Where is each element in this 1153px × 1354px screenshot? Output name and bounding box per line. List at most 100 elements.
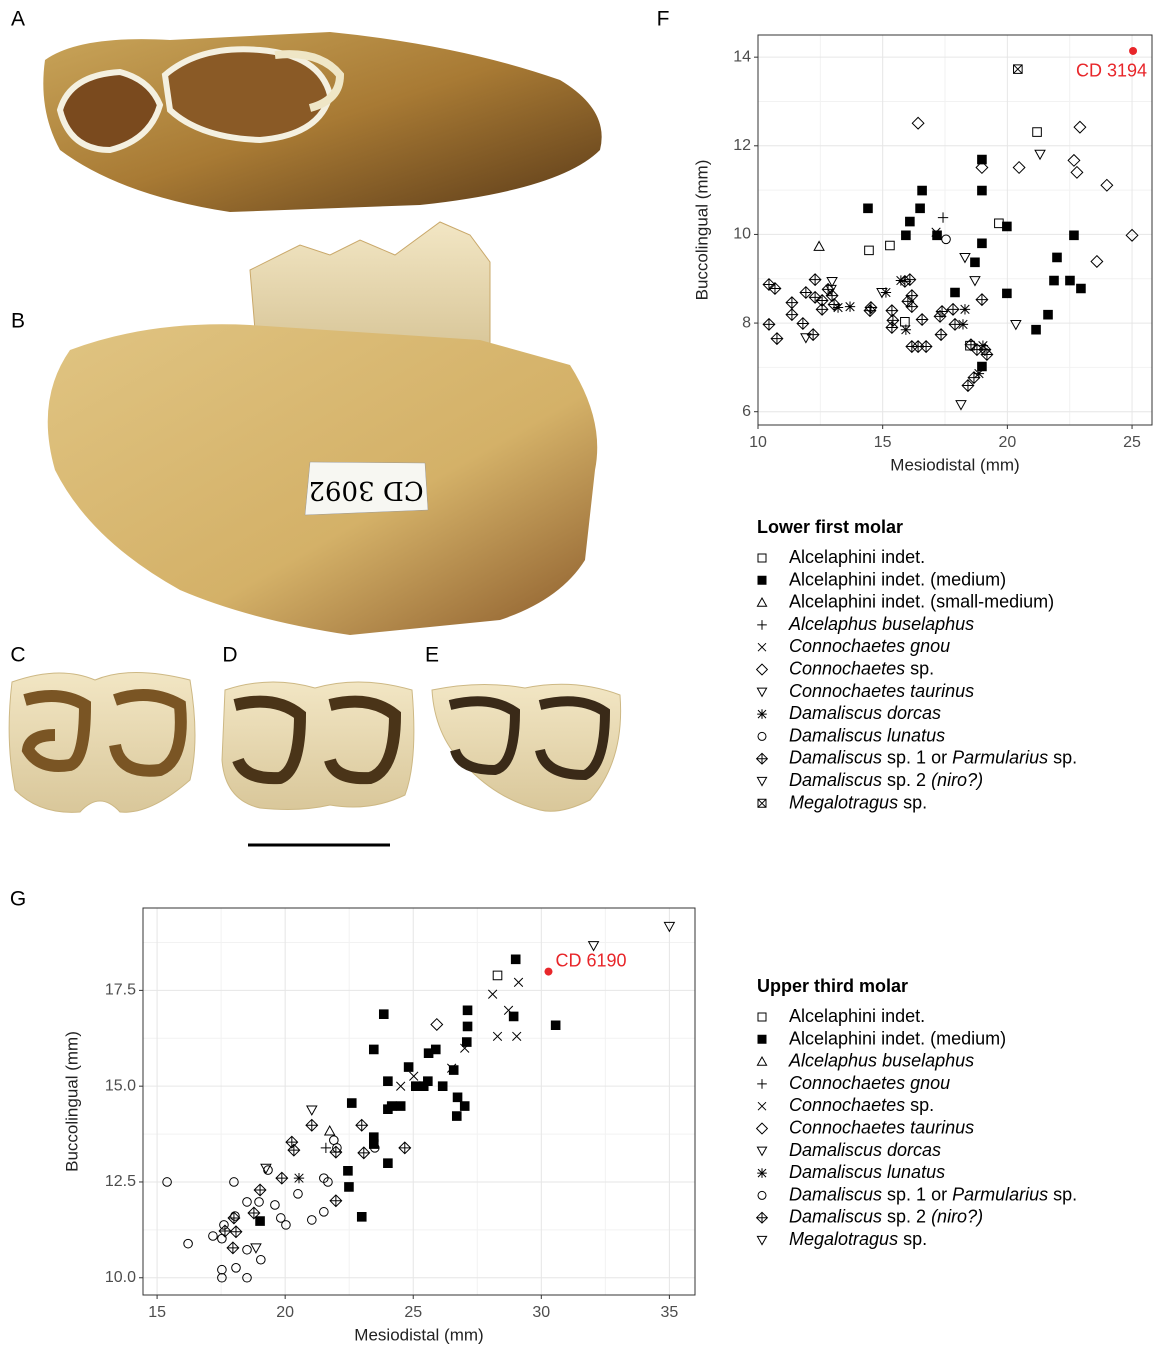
legend-word: Connochaetes <box>789 1117 905 1137</box>
data-point <box>950 287 960 298</box>
data-point <box>307 1215 317 1225</box>
legend-word: buselaphus <box>877 614 974 634</box>
data-point <box>357 1146 371 1160</box>
data-point <box>961 379 975 393</box>
data-point <box>508 1011 519 1022</box>
data-point <box>513 977 524 987</box>
legend-word: gnou <box>905 1073 950 1093</box>
photo-e <box>431 683 622 812</box>
legend-word: Connochaetes <box>789 1095 905 1115</box>
data-point <box>329 1194 343 1208</box>
x-tick-label: 20 <box>276 1304 294 1321</box>
data-point <box>1049 275 1059 286</box>
data-point <box>396 1081 406 1091</box>
data-point <box>218 1224 232 1238</box>
legend-symbol <box>757 709 767 719</box>
plot-frame <box>757 34 1153 426</box>
legend-label: Connochaetes gnou <box>789 1073 950 1093</box>
legend-word: taurinus <box>905 1117 974 1137</box>
data-point <box>512 1031 522 1042</box>
legend-symbol <box>755 752 769 765</box>
data-point <box>487 989 498 999</box>
data-point <box>832 302 844 313</box>
legend-label: Alcelaphini indet. (medium) <box>789 1028 1006 1048</box>
data-point <box>901 230 911 241</box>
data-point <box>806 328 820 342</box>
legend-symbol <box>757 1012 767 1022</box>
data-point <box>319 1207 329 1217</box>
y-axis-title: Buccolingual (mm) <box>692 160 711 301</box>
data-point <box>900 324 912 335</box>
data-point <box>1032 127 1042 137</box>
data-point <box>451 1111 462 1121</box>
data-point <box>933 309 947 323</box>
data-point <box>323 1177 333 1187</box>
data-point <box>931 227 941 237</box>
legend-word: Alcelaphini <box>789 569 876 589</box>
legend-word: Megalotragus <box>789 1229 898 1249</box>
data-point <box>1125 228 1139 242</box>
data-point <box>437 1081 448 1091</box>
x-tick-label: 15 <box>148 1304 166 1321</box>
data-point <box>895 275 907 286</box>
data-point <box>1012 160 1026 175</box>
data-point <box>550 1020 561 1031</box>
legend-symbol <box>757 575 767 585</box>
legend-word: (niro?) <box>926 1206 983 1226</box>
y-tick-label: 17.5 <box>105 982 136 999</box>
legend-word: indet. <box>876 569 925 589</box>
data-point <box>885 240 895 251</box>
data-point <box>970 343 984 357</box>
legend-word: 1 <box>911 1184 926 1204</box>
legend-label: Alcelaphini indet. (medium) <box>789 569 1006 589</box>
data-point <box>332 1143 342 1153</box>
data-point <box>217 1272 227 1283</box>
data-point <box>969 276 981 287</box>
legend-label: Damaliscus lunatus <box>789 725 945 745</box>
data-point <box>975 293 989 307</box>
legend-symbol <box>756 596 768 607</box>
legend-word: sp. <box>882 747 911 767</box>
legend-title: Lower first molar <box>757 517 903 537</box>
data-point <box>253 1183 267 1197</box>
data-point <box>768 281 782 296</box>
data-point <box>510 954 521 965</box>
legend-label: Damaliscus dorcas <box>789 703 941 723</box>
legend-label: Connochaetes sp. <box>789 658 934 678</box>
data-point <box>1067 153 1081 167</box>
data-point <box>409 1071 419 1081</box>
data-point <box>941 234 951 245</box>
data-point <box>957 319 969 330</box>
data-point <box>287 1143 301 1157</box>
data-point <box>1002 221 1012 232</box>
photo-b: CD 3092 <box>47 221 598 635</box>
data-point <box>917 185 927 196</box>
data-point <box>959 304 971 315</box>
data-point <box>1069 230 1079 241</box>
legend-symbol <box>757 1101 767 1111</box>
legend-word: Damaliscus <box>789 725 882 745</box>
data-point <box>226 1241 240 1255</box>
data-point <box>796 316 810 331</box>
legend-word: lunatus <box>882 1162 945 1182</box>
legend-title: Upper third molar <box>757 976 908 996</box>
legend-symbol <box>757 731 767 741</box>
data-point <box>395 1101 406 1111</box>
data-point <box>977 185 987 196</box>
legend-word: Damaliscus <box>789 770 882 790</box>
data-point <box>386 1101 397 1111</box>
data-point <box>948 317 962 331</box>
data-point <box>977 238 987 249</box>
y-axis-title: Buccolingual (mm) <box>62 1031 81 1172</box>
data-point <box>967 371 981 385</box>
legend-word: sp. <box>882 1184 911 1204</box>
legend-symbol <box>756 1235 768 1246</box>
x-tick-label: 10 <box>749 434 767 451</box>
legend-word: Alcelaphus <box>788 1050 877 1070</box>
data-point <box>905 216 915 227</box>
data-point <box>276 1213 286 1223</box>
panel-label: G <box>10 888 26 911</box>
legend-label: Damaliscus dorcas <box>789 1140 941 1160</box>
data-point <box>785 308 799 322</box>
legend-word: Damaliscus <box>789 747 882 767</box>
